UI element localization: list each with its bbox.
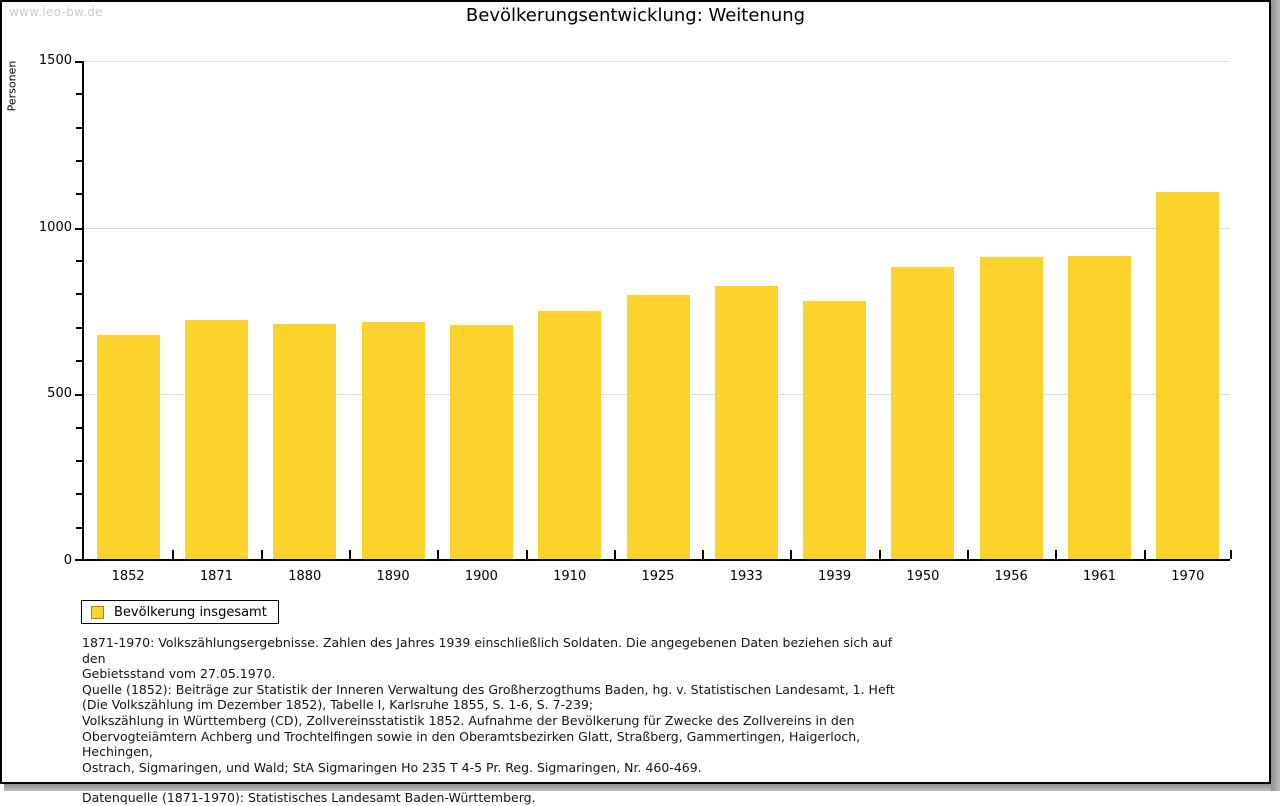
legend-label: Bevölkerung insgesamt [114,604,267,620]
bar-1900 [449,324,513,559]
y-major-tick [75,394,82,397]
x-boundary-tick [172,550,175,559]
x-boundary-tick [967,550,970,559]
legend-swatch-icon [91,605,104,619]
y-minor-tick [76,93,82,96]
x-boundary-tick [702,550,705,559]
frame-shadow-bottom [4,784,1271,791]
x-boundary-tick [1143,550,1146,559]
x-boundary-tick [613,550,616,559]
x-tick-label: 1970 [1171,569,1205,584]
y-minor-tick [76,293,82,296]
bar-1852 [96,335,160,559]
x-boundary-tick [790,550,793,559]
y-tick-label: 1500 [38,53,72,68]
bar-1890 [361,322,425,559]
y-minor-tick [76,326,82,329]
x-boundary-tick [878,550,881,559]
source-note-line: Gebietsstand vom 27.05.1970. [82,666,276,682]
frame-shadow-right [1271,0,1280,791]
y-tick-label: 500 [47,386,72,402]
bar-1950 [891,267,955,559]
gridline-1500 [84,61,1230,62]
bar-1933 [714,286,778,559]
x-tick-label: 1933 [729,569,763,584]
y-minor-tick [76,126,82,129]
bar-1880 [273,324,337,559]
y-major-tick [75,227,82,230]
bar-1956 [979,257,1043,559]
x-tick-label: 1925 [641,569,675,584]
y-minor-tick [76,526,82,529]
x-boundary-tick [348,550,351,559]
source-note-line: Volkszählung in Württemberg (CD), Zollve… [82,712,855,728]
x-tick-label: 1950 [906,569,940,584]
plot-area: 0 500 1000 1500 1852 1871 1880 1890 1900 1910 1925… [39,53,1232,584]
x-tick-label: 1961 [1082,569,1117,584]
x-tick-label: 1852 [111,569,145,584]
x-boundary-tick [525,550,528,559]
x-tick-label: 1910 [553,569,587,584]
source-notes: 1871-1970: Volkszählungsergebnisse. Zahl… [82,635,912,775]
bar-1925 [626,295,690,559]
x-tick-label: 1880 [288,569,322,584]
source-note-line: (Die Volkszählung im Dezember 1852), Tab… [82,697,594,713]
y-minor-tick [76,160,82,162]
source-note-line: Quelle (1852): Beiträge zur Statistik de… [82,681,895,697]
y-major-tick [75,559,82,561]
y-minor-tick [76,260,82,262]
source-note-line: Ostrach, Sigmaringen, und Wald; StA Sigm… [82,759,702,775]
source-note-line: 1871-1970: Volkszählungsergebnisse. Zahl… [82,635,893,666]
y-tick-label: 1000 [38,219,72,235]
footnote-block: 1871-1970: Volkszählungsergebnisse. Zahl… [82,635,912,806]
x-tick-label: 1871 [199,569,233,584]
y-minor-tick [76,493,82,496]
bar-1871 [184,320,248,559]
x-boundary-tick [437,550,440,559]
bar-1939 [803,300,867,559]
y-major-tick [75,61,82,63]
y-minor-tick [76,193,82,196]
gridline-1000 [84,227,1230,229]
y-minor-tick [76,426,82,429]
y-minor-tick [76,460,82,462]
bar-1970 [1156,192,1220,559]
x-tick-label: 1900 [464,569,498,584]
x-tick-label: 1890 [376,569,410,584]
watermark: www.leo-bw.de [9,5,103,19]
x-boundary-tick [1230,550,1232,559]
x-boundary-tick [1055,550,1058,559]
source-note-line: Obervogteiämtern Achberg und Trochtelfin… [82,728,861,760]
chart-title: Bevölkerungsentwicklung: Weitenung [465,5,806,26]
y-axis-label: Personen [5,60,19,112]
y-minor-tick [76,360,82,362]
x-tick-label: 1939 [818,569,852,584]
datasource-line: Datenquelle (1871-1970): Statistisches L… [82,790,536,806]
y-tick-label: 0 [63,553,72,568]
x-tick-label: 1956 [994,569,1028,584]
bar-1910 [538,310,602,559]
bar-1961 [1068,256,1132,559]
x-boundary-tick [260,550,263,559]
legend: Bevölkerung insgesamt [81,600,279,624]
